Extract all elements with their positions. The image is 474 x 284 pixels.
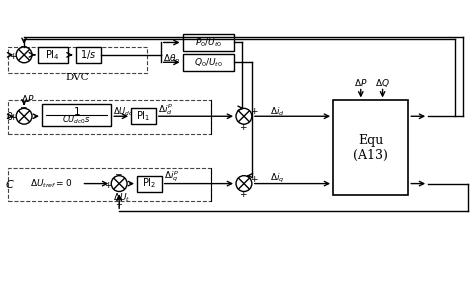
Bar	[8, 168, 211, 201]
Text: $+$: $+$	[238, 122, 247, 132]
Bar	[8, 47, 147, 73]
Text: Equ: Equ	[358, 133, 383, 147]
Text: $+$: $+$	[9, 112, 18, 122]
Text: $0$: $0$	[6, 110, 14, 122]
Text: $1$: $1$	[73, 105, 81, 117]
Text: $CU_{dc0}s$: $CU_{dc0}s$	[62, 114, 91, 126]
Text: $-$: $-$	[114, 169, 122, 178]
Text: $-$: $-$	[19, 40, 27, 49]
Text: $+$: $+$	[115, 199, 123, 209]
Text: $+$: $+$	[9, 51, 18, 61]
Circle shape	[111, 176, 127, 191]
Bar	[182, 34, 234, 51]
Bar	[8, 101, 211, 134]
Bar	[42, 105, 111, 126]
Text: (A13): (A13)	[353, 149, 388, 162]
Text: $\Delta i_q$: $\Delta i_q$	[270, 172, 284, 185]
Text: $\Delta i_d^p$: $\Delta i_d^p$	[158, 102, 173, 117]
Text: $+$: $+$	[238, 189, 247, 199]
Circle shape	[16, 108, 32, 124]
Text: $\Delta U_{dc}$: $\Delta U_{dc}$	[113, 105, 134, 118]
Bar	[131, 108, 156, 124]
Text: $\Delta P$: $\Delta P$	[354, 77, 367, 88]
Bar	[75, 47, 101, 63]
Text: $1/s$: $1/s$	[80, 48, 97, 61]
Text: $\Delta Q$: $\Delta Q$	[375, 77, 390, 89]
Text: $+$: $+$	[249, 174, 258, 184]
Text: $+$: $+$	[249, 106, 258, 116]
Bar	[137, 176, 162, 191]
Bar	[333, 101, 408, 195]
Circle shape	[16, 47, 32, 63]
Text: $P_0/U_{t0}$: $P_0/U_{t0}$	[195, 36, 222, 49]
Text: $-$: $-$	[19, 101, 27, 110]
Bar	[182, 54, 234, 71]
Circle shape	[236, 176, 252, 191]
Text: $\mathrm{PI}_4$: $\mathrm{PI}_4$	[46, 48, 60, 62]
Text: $\mathrm{PI}_1$: $\mathrm{PI}_1$	[136, 109, 151, 123]
Text: $\Delta i_d$: $\Delta i_d$	[270, 105, 284, 118]
Text: $\Delta i_q^p$: $\Delta i_q^p$	[164, 170, 179, 184]
Text: $C$: $C$	[5, 178, 15, 190]
Text: $\Delta U_t$: $\Delta U_t$	[113, 191, 131, 204]
Text: $\Delta\theta_p$: $\Delta\theta_p$	[163, 53, 180, 66]
Text: $\Delta P$: $\Delta P$	[21, 93, 35, 104]
Circle shape	[236, 108, 252, 124]
Text: $+$: $+$	[104, 179, 112, 190]
Text: $\Delta U_{tref}=0$: $\Delta U_{tref}=0$	[30, 177, 73, 190]
Text: DVC: DVC	[66, 73, 90, 82]
Text: $Q_0/U_{t0}$: $Q_0/U_{t0}$	[194, 56, 223, 68]
Bar	[38, 47, 68, 63]
Text: $\mathrm{PI}_2$: $\mathrm{PI}_2$	[142, 177, 156, 191]
